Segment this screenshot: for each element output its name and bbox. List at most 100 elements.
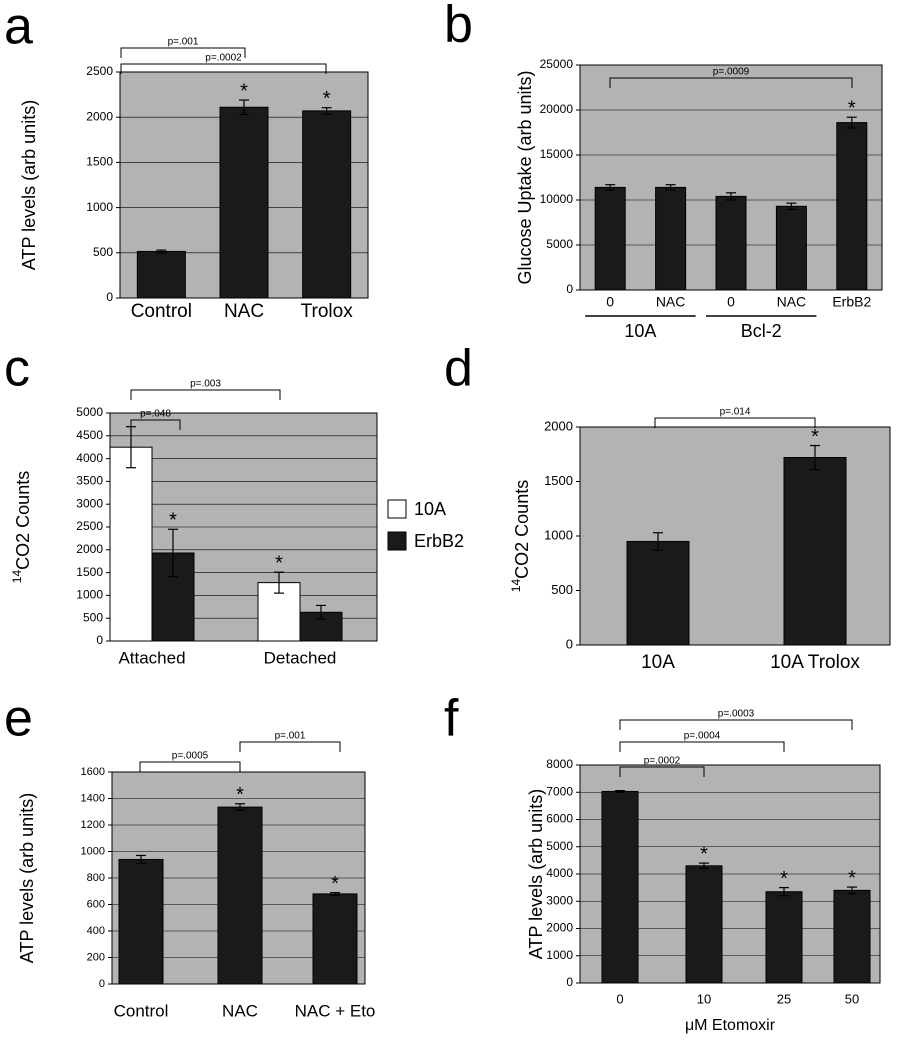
panel-letter: c bbox=[4, 340, 30, 398]
y-label-superscript: 14 bbox=[10, 570, 24, 584]
legend-swatch bbox=[387, 531, 407, 551]
p-value-label: p=.0005 bbox=[172, 751, 209, 762]
x-tick-label: Control bbox=[114, 1001, 169, 1020]
bar bbox=[655, 186, 687, 291]
x-tick-label: NAC + Eto bbox=[295, 1001, 376, 1020]
panel: e 0 200 400 600 800 1000 1200 1400 1600 ATP levels… bbox=[4, 690, 375, 1021]
y-tick-label: 15000 bbox=[540, 147, 574, 161]
x-tick-label: NAC bbox=[656, 294, 686, 310]
y-tick-label: 600 bbox=[87, 898, 105, 910]
significance-bracket bbox=[239, 741, 341, 752]
y-tick-label: 20000 bbox=[540, 102, 574, 116]
y-label-text: Glucose Uptake (arb units) bbox=[515, 70, 535, 284]
bar bbox=[109, 446, 153, 642]
significance-bracket bbox=[619, 766, 705, 777]
significance-star: * bbox=[811, 426, 819, 448]
panel-letter: a bbox=[4, 0, 33, 56]
x-tick-label: Attached bbox=[118, 648, 185, 667]
legend-label: 10A bbox=[414, 499, 446, 519]
error-bar bbox=[615, 790, 625, 793]
error-bar bbox=[239, 99, 249, 116]
y-tick-label: 1500 bbox=[544, 473, 573, 488]
error-bar bbox=[699, 862, 709, 870]
x-tick-label: 0 bbox=[606, 294, 614, 310]
p-value-label: p=.0009 bbox=[713, 67, 750, 78]
x-tick-label: NAC bbox=[224, 301, 264, 322]
y-axis-label: ATP levels (arb units) bbox=[17, 793, 37, 963]
significance-star: * bbox=[331, 873, 339, 895]
bar bbox=[775, 205, 807, 291]
panel: c 0 500 1000 1500 2000 2500 3000 3500 4000 4500 500… bbox=[4, 340, 464, 668]
x-tick-label: NAC bbox=[777, 294, 807, 310]
y-tick-label: 5000 bbox=[546, 839, 573, 853]
p-value-label: p=.0002 bbox=[205, 53, 242, 64]
bar bbox=[217, 806, 263, 985]
legend-swatch bbox=[387, 499, 407, 519]
y-tick-label: 0 bbox=[566, 636, 573, 651]
y-tick-label: 3000 bbox=[76, 496, 103, 510]
error-bar bbox=[156, 249, 167, 254]
significance-star: * bbox=[275, 552, 283, 574]
p-value-label: p=.003 bbox=[190, 379, 221, 390]
y-tick-label: 0 bbox=[106, 290, 113, 304]
y-label-text: ATP levels (arb units) bbox=[17, 793, 37, 963]
panel-letter: e bbox=[4, 690, 33, 748]
significance-bracket bbox=[609, 77, 853, 88]
significance-star: * bbox=[848, 867, 856, 889]
bar bbox=[833, 889, 871, 984]
y-axis-label: 14CO2 Counts bbox=[10, 471, 33, 583]
y-tick-label: 1000 bbox=[86, 200, 113, 214]
bar bbox=[118, 858, 164, 985]
y-tick-label: 0 bbox=[566, 975, 573, 989]
bar bbox=[601, 790, 639, 984]
bar bbox=[626, 540, 690, 646]
y-tick-label: 3000 bbox=[546, 893, 573, 907]
error-bar bbox=[847, 886, 857, 895]
error-bar bbox=[136, 854, 146, 865]
x-tick-label: 10A Trolox bbox=[770, 652, 860, 673]
p-value-label: p=.0002 bbox=[644, 756, 681, 767]
significance-star: * bbox=[236, 784, 244, 806]
y-label-text: ATP levels (arb units) bbox=[19, 100, 39, 270]
error-bar bbox=[321, 107, 332, 115]
significance-star: * bbox=[780, 868, 788, 890]
bar bbox=[715, 195, 747, 291]
y-tick-label: 0 bbox=[566, 282, 573, 296]
p-value-label: p=.001 bbox=[168, 37, 199, 48]
y-tick-label: 500 bbox=[83, 610, 103, 624]
bar bbox=[836, 122, 868, 291]
y-tick-label: 2000 bbox=[86, 109, 113, 123]
bar bbox=[783, 457, 847, 646]
p-value-label: p=.048 bbox=[140, 409, 171, 420]
x-tick-label: 10A bbox=[641, 652, 675, 673]
error-bar bbox=[235, 803, 245, 812]
y-tick-label: 2000 bbox=[544, 418, 573, 433]
y-tick-label: 0 bbox=[99, 978, 105, 990]
y-tick-label: 5000 bbox=[76, 405, 103, 419]
y-axis-label: Glucose Uptake (arb units) bbox=[515, 70, 535, 284]
y-tick-label: 2000 bbox=[546, 921, 573, 935]
bar bbox=[312, 893, 358, 985]
error-bar bbox=[665, 184, 676, 191]
y-tick-label: 1500 bbox=[86, 155, 113, 169]
x-tick-label: NAC bbox=[222, 1001, 258, 1020]
legend-label: ErbB2 bbox=[414, 531, 464, 551]
y-axis-label: 14CO2 Counts bbox=[509, 480, 532, 592]
p-value-label: p=.0003 bbox=[718, 709, 755, 720]
x-tick-label: 0 bbox=[727, 294, 735, 310]
y-tick-label: 4000 bbox=[546, 866, 573, 880]
panel: b 0 5000 10000 15000 20000 25000 Glucose Uptake… bbox=[444, 0, 883, 341]
bar bbox=[136, 250, 186, 299]
x-tick-label: 0 bbox=[616, 991, 623, 1006]
x-tick-label: 25 bbox=[777, 991, 791, 1006]
panel: a 0 500 1000 1500 2000 2500 ATP levels (arb uni… bbox=[4, 0, 369, 322]
y-tick-label: 10000 bbox=[540, 192, 574, 206]
y-label-text: CO2 Counts bbox=[512, 480, 532, 579]
error-bar bbox=[274, 571, 284, 594]
bar bbox=[685, 865, 723, 984]
error-bar bbox=[779, 887, 789, 897]
significance-bracket bbox=[130, 419, 181, 430]
y-tick-label: 1600 bbox=[81, 766, 105, 778]
y-tick-label: 500 bbox=[93, 245, 113, 259]
